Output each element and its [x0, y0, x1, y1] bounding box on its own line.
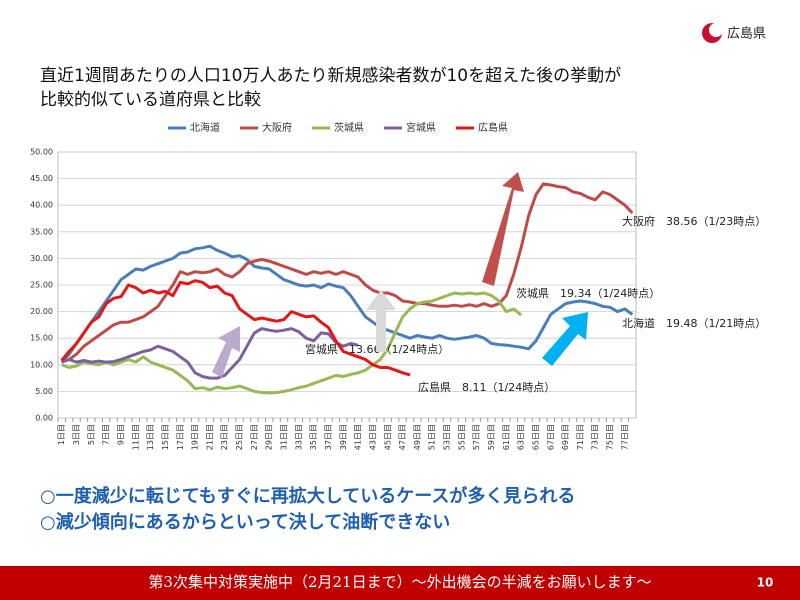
y-tick-label: 10.00: [30, 360, 53, 369]
legend-label: 大阪府: [262, 121, 292, 134]
legend-label: 北海道: [190, 121, 220, 134]
series-line: [60, 279, 411, 377]
annotation: 大阪府 38.56（1/23時点）: [622, 214, 766, 228]
series-line: [61, 182, 634, 364]
x-tick-label: 15日目: [161, 424, 170, 450]
series-line: [60, 244, 634, 364]
y-tick-label: 25.00: [30, 281, 53, 290]
x-tick-label: 51日目: [428, 424, 437, 450]
arrow: [482, 172, 524, 286]
x-tick-label: 59日目: [487, 424, 496, 450]
x-tick-label: 7日目: [102, 424, 111, 445]
bullet: ○一度減少に転じてもすぐに再拡大しているケースが多く見られる: [40, 485, 575, 507]
logo-icon-cut: [709, 23, 723, 37]
x-tick-label: 61日目: [502, 424, 511, 450]
series-line: [61, 327, 359, 380]
y-tick-label: 0.00: [35, 414, 53, 423]
x-tick-label: 39日目: [339, 424, 348, 450]
x-tick-label: 57日目: [472, 424, 481, 450]
arrow: [366, 290, 396, 352]
x-tick-label: 41日目: [354, 424, 363, 450]
annotation: 茨城県 19.34（1/24時点）: [516, 286, 660, 300]
x-tick-label: 27日目: [250, 424, 259, 450]
x-tick-label: 37日目: [324, 424, 333, 450]
x-tick-label: 11日目: [131, 424, 140, 450]
y-tick-label: 5.00: [35, 387, 53, 396]
title-line: 比較的似ている道府県と比較: [40, 90, 261, 110]
footer-bar: [0, 566, 800, 600]
legend-label: 茨城県: [334, 121, 364, 134]
x-tick-label: 17日目: [176, 424, 185, 450]
x-tick-label: 49日目: [413, 424, 422, 450]
chart: 0.00 5.00 10.00 15.00 20.00 25.00 30.00 35.00 40…: [30, 121, 766, 450]
series-line: [61, 291, 523, 395]
x-tick-label: 9日目: [116, 424, 125, 445]
x-tick-label: 21日目: [205, 424, 214, 450]
x-tick-label: 45日目: [383, 424, 392, 450]
x-tick-label: 43日目: [368, 424, 377, 450]
x-tick-label: 5日目: [87, 424, 96, 445]
arrow: [212, 326, 240, 378]
x-tick-label: 67日目: [546, 424, 555, 450]
footer-text: 第3次集中対策実施中（2月21日まで）～外出機会の半減をお願いします～: [148, 573, 651, 591]
x-tick-label: 13日目: [146, 424, 155, 450]
annotation: 北海道 19.48（1/21時点）: [622, 316, 766, 330]
x-tick-label: 33日目: [294, 424, 303, 450]
x-tick-label: 77日目: [620, 424, 629, 450]
x-tick-label: 29日目: [265, 424, 274, 450]
page-number: 10: [757, 576, 774, 590]
y-tick-label: 35.00: [30, 227, 53, 236]
x-tick-label: 73日目: [591, 424, 600, 450]
legend-label: 宮城県: [406, 121, 436, 134]
y-tick-label: 30.00: [30, 254, 53, 263]
x-tick-label: 31日目: [280, 424, 289, 450]
x-tick-label: 47日目: [398, 424, 407, 450]
x-tick-label: 69日目: [561, 424, 570, 450]
x-tick-label: 53日目: [443, 424, 452, 450]
x-tick-label: 23日目: [220, 424, 229, 450]
legend-label: 広島県: [478, 121, 508, 134]
x-tick-label: 3日目: [72, 424, 81, 445]
arrow: [542, 312, 588, 366]
logo-text: 広島県: [727, 27, 766, 42]
x-tick-label: 65日目: [531, 424, 540, 450]
y-tick-label: 20.00: [30, 307, 53, 316]
x-tick-label: 19日目: [191, 424, 200, 450]
x-tick-label: 71日目: [576, 424, 585, 450]
y-tick-label: 40.00: [30, 201, 53, 210]
x-tick-label: 1日目: [57, 424, 66, 445]
title-line: 直近1週間あたりの人口10万人あたり新規感染者数が10を超えた後の挙動が: [40, 66, 621, 86]
x-tick-label: 63日目: [517, 424, 526, 450]
annotation: 広島県 8.11（1/24時点）: [418, 380, 555, 394]
bullet: ○減少傾向にあるからといって決して油断できない: [40, 511, 450, 533]
y-tick-label: 45.00: [30, 174, 53, 183]
x-tick-label: 75日目: [606, 424, 615, 450]
x-tick-label: 55日目: [457, 424, 466, 450]
y-tick-label: 50.00: [30, 148, 53, 157]
y-tick-label: 15.00: [30, 334, 53, 343]
x-tick-label: 25日目: [235, 424, 244, 450]
x-tick-label: 35日目: [309, 424, 318, 450]
